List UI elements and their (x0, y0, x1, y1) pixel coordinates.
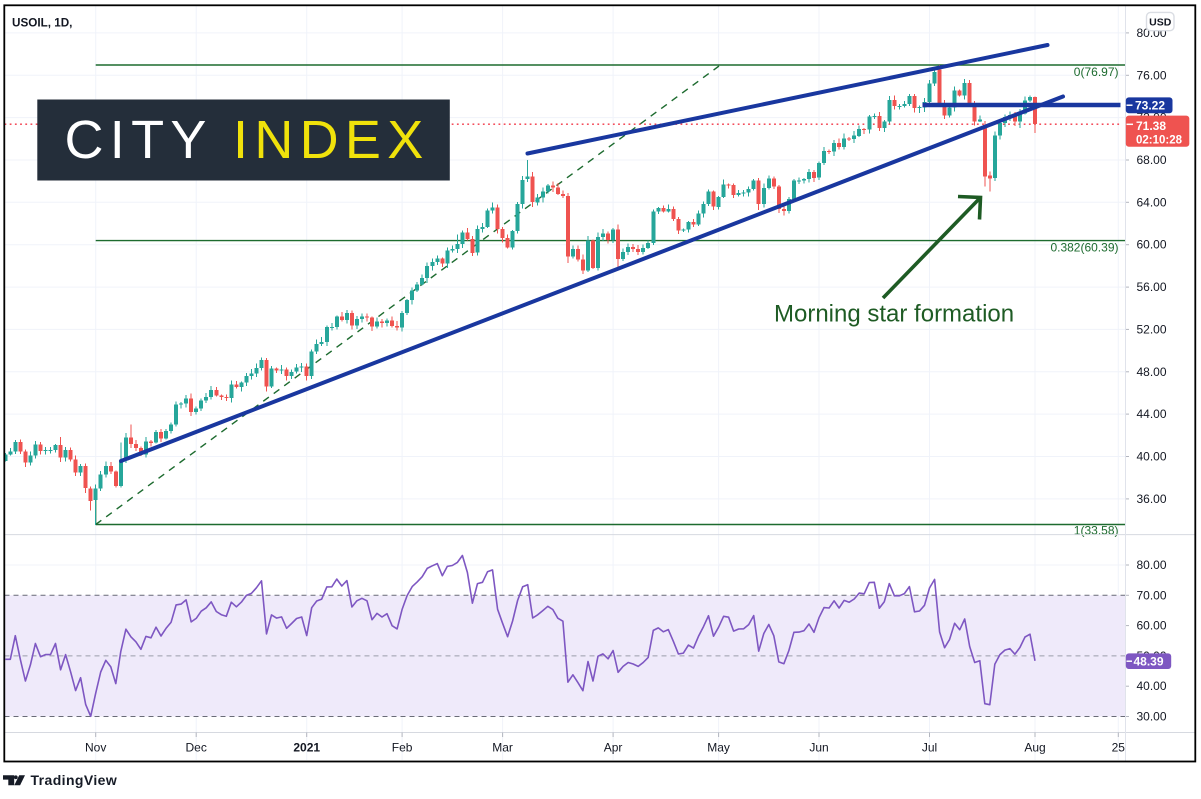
svg-text:2021: 2021 (293, 741, 320, 755)
svg-text:0(76.97): 0(76.97) (1074, 65, 1119, 79)
svg-text:44.00: 44.00 (1137, 407, 1167, 421)
svg-text:30.00: 30.00 (1137, 710, 1167, 724)
svg-text:Mar: Mar (492, 741, 513, 755)
svg-text:60.00: 60.00 (1137, 619, 1167, 633)
svg-text:25: 25 (1112, 741, 1126, 755)
svg-text:Nov: Nov (85, 741, 106, 755)
svg-text:56.00: 56.00 (1137, 280, 1167, 294)
svg-text:1(33.58): 1(33.58) (1074, 524, 1119, 538)
svg-text:Feb: Feb (392, 741, 413, 755)
svg-text:76.00: 76.00 (1137, 68, 1167, 82)
svg-text:36.00: 36.00 (1137, 492, 1167, 506)
svg-text:USOIL, 1D,: USOIL, 1D, (12, 17, 72, 30)
svg-text:Dec: Dec (186, 741, 207, 755)
svg-text:Aug: Aug (1024, 741, 1045, 755)
svg-text:73.22: 73.22 (1135, 99, 1165, 113)
svg-text:Jul: Jul (922, 741, 937, 755)
svg-text:71.38: 71.38 (1136, 119, 1166, 133)
svg-text:68.00: 68.00 (1137, 153, 1167, 167)
svg-text:40.00: 40.00 (1137, 679, 1167, 693)
svg-text:80.00: 80.00 (1137, 558, 1167, 572)
svg-text:Morning star formation: Morning star formation (774, 301, 1014, 328)
svg-text:CITY INDEX: CITY INDEX (65, 110, 430, 170)
svg-text:TradingView: TradingView (31, 772, 118, 788)
svg-text:60.00: 60.00 (1137, 238, 1167, 252)
svg-text:52.00: 52.00 (1137, 322, 1167, 336)
svg-text:Apr: Apr (604, 741, 623, 755)
svg-text:70.00: 70.00 (1137, 588, 1167, 602)
svg-text:48.39: 48.39 (1133, 654, 1163, 668)
svg-text:40.00: 40.00 (1137, 450, 1167, 464)
svg-text:USD: USD (1149, 17, 1172, 29)
svg-text:May: May (707, 741, 730, 755)
svg-text:02:10:28: 02:10:28 (1136, 134, 1183, 146)
svg-text:64.00: 64.00 (1137, 195, 1167, 209)
svg-text:0.382(60.39): 0.382(60.39) (1050, 241, 1118, 255)
svg-text:48.00: 48.00 (1137, 365, 1167, 379)
svg-text:Jun: Jun (809, 741, 828, 755)
